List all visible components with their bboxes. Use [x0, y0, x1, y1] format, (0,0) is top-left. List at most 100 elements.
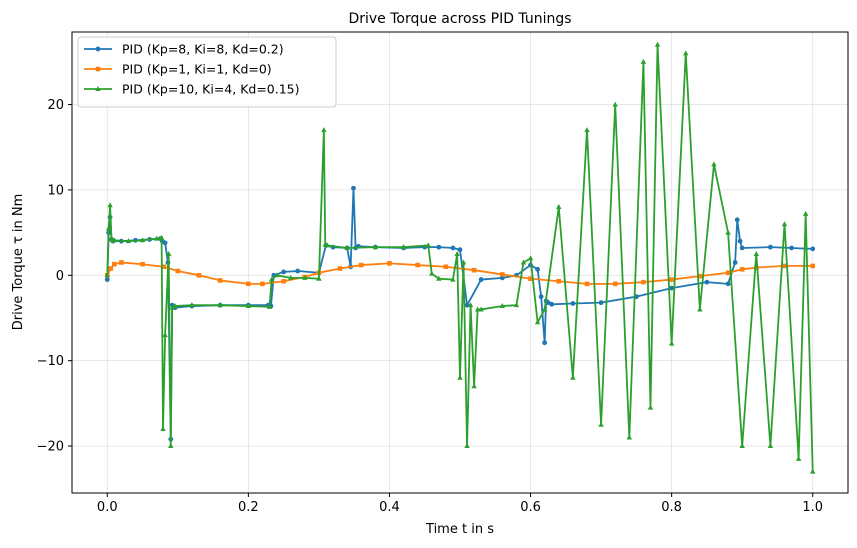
data-point: [471, 383, 477, 389]
data-point: [429, 270, 435, 276]
data-point: [450, 245, 456, 251]
y-tick-label: 0: [56, 269, 64, 284]
y-tick-label: 10: [47, 183, 64, 198]
data-point: [739, 267, 745, 272]
data-point: [626, 434, 633, 440]
data-point: [725, 229, 731, 235]
data-point: [570, 301, 576, 306]
data-point: [542, 340, 548, 346]
data-point: [189, 302, 195, 308]
x-tick-label: 0.0: [97, 500, 118, 515]
data-point: [556, 278, 562, 284]
plot-frame: [71, 31, 849, 494]
data-point: [337, 266, 343, 271]
data-point: [471, 267, 477, 273]
data-point: [217, 278, 223, 283]
data-point: [295, 268, 301, 274]
legend: PID (Kp=8, Ki=8, Kd=0.2) PID (Kp=1, Ki=1,…: [77, 36, 337, 108]
data-point: [358, 262, 364, 268]
y-axis-label: Drive Torque τ in Nm: [11, 194, 26, 331]
x-axis-ticks: 0.0 0.2 0.4 0.6 0.8 1.0: [97, 493, 823, 515]
data-point: [810, 246, 816, 252]
data-point: [287, 274, 294, 280]
data-point: [321, 127, 327, 133]
data-point: [246, 281, 251, 287]
data-point: [158, 234, 165, 240]
data-point: [108, 266, 114, 271]
data-point: [460, 259, 467, 265]
data-point: [725, 270, 731, 276]
data-point: [165, 250, 172, 256]
data-point: [260, 281, 265, 287]
data-point: [175, 268, 181, 274]
x-tick-label: 0.4: [379, 500, 400, 515]
data-point: [443, 264, 449, 270]
data-point: [302, 274, 308, 280]
data-point: [372, 244, 379, 250]
data-point: [436, 244, 442, 250]
data-point: [104, 277, 110, 282]
data-point: [172, 303, 178, 309]
data-point: [541, 306, 548, 312]
data-point: [528, 276, 533, 282]
data-point: [160, 425, 166, 431]
data-point: [467, 302, 474, 308]
data-point: [598, 421, 604, 427]
y-tick-label: −10: [37, 354, 64, 369]
data-point: [273, 272, 280, 278]
data-point: [527, 255, 534, 261]
data-point: [500, 272, 505, 277]
data-point: [499, 303, 506, 309]
data-point: [584, 127, 590, 133]
data-point: [324, 242, 331, 248]
data-point: [782, 263, 787, 269]
data-point: [697, 273, 703, 279]
legend-item: PID (Kp=10, Ki=4, Kd=0.15): [84, 82, 300, 97]
data-point: [810, 468, 816, 474]
data-point: [125, 238, 132, 244]
data-point: [753, 250, 759, 256]
y-tick-label: −20: [37, 440, 64, 455]
data-point: [753, 265, 759, 270]
y-tick-label: 20: [47, 98, 64, 113]
data-point: [95, 46, 101, 52]
data-point: [768, 244, 773, 250]
data-point: [140, 261, 145, 267]
data-point: [711, 161, 717, 167]
data-point: [95, 86, 101, 91]
data-point: [119, 260, 124, 265]
data-point: [598, 300, 604, 306]
data-point: [612, 281, 618, 287]
data-point: [549, 301, 555, 307]
data-point: [584, 281, 590, 287]
data-point: [168, 443, 174, 449]
data-point: [478, 277, 484, 282]
data-point: [425, 242, 431, 248]
x-tick-label: 0.6: [520, 500, 541, 515]
data-point: [162, 240, 168, 246]
data-point: [478, 306, 484, 312]
data-point: [810, 263, 816, 269]
series-layer: [104, 41, 816, 474]
data-point: [95, 66, 101, 72]
data-point: [732, 260, 738, 265]
data-point: [415, 262, 420, 268]
data-point: [612, 101, 618, 107]
data-point: [668, 340, 675, 346]
data-point: [556, 204, 562, 210]
data-point: [534, 319, 541, 325]
data-point: [316, 275, 322, 281]
data-point: [162, 332, 168, 338]
data-point: [266, 303, 273, 309]
data-point: [153, 235, 160, 241]
data-point: [697, 306, 703, 312]
data-point: [734, 217, 740, 223]
data-point: [739, 245, 745, 251]
legend-item: PID (Kp=1, Ki=1, Kd=0): [84, 62, 272, 77]
data-point: [802, 210, 809, 216]
data-point: [647, 404, 654, 410]
data-point: [669, 285, 675, 291]
x-axis-label: Time t in s: [425, 522, 494, 537]
data-point: [268, 276, 275, 282]
data-point: [641, 279, 646, 285]
